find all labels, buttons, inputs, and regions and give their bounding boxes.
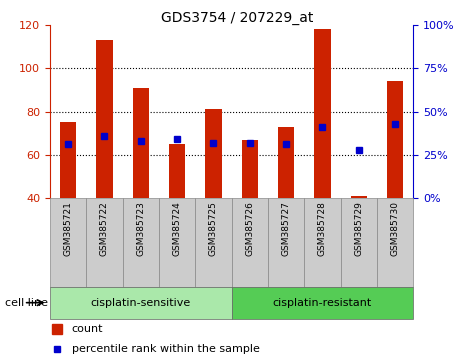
Text: GSM385726: GSM385726 (245, 201, 254, 256)
Text: GSM385728: GSM385728 (318, 201, 327, 256)
Text: cisplatin-sensitive: cisplatin-sensitive (91, 298, 191, 308)
Bar (133, 88, 149, 198)
Text: GSM385724: GSM385724 (172, 201, 181, 256)
Text: GSM385730: GSM385730 (390, 201, 399, 256)
Text: GSM385721: GSM385721 (64, 201, 73, 256)
Text: GSM385727: GSM385727 (282, 201, 291, 256)
Bar (232, 287, 413, 319)
Text: GSM385722: GSM385722 (100, 201, 109, 256)
Bar (242, 140, 258, 198)
Text: count: count (72, 324, 103, 334)
Bar (159, 198, 195, 287)
Bar (50, 198, 86, 287)
Bar (50, 287, 232, 319)
Bar (232, 198, 268, 287)
Text: percentile rank within the sample: percentile rank within the sample (72, 344, 259, 354)
Text: GSM385723: GSM385723 (136, 201, 145, 256)
Bar (351, 196, 367, 198)
Bar (205, 109, 221, 198)
Bar (96, 40, 113, 198)
Bar (169, 144, 185, 198)
Bar (268, 198, 304, 287)
Bar (86, 198, 123, 287)
Bar (123, 198, 159, 287)
Bar (304, 198, 341, 287)
Text: GSM385729: GSM385729 (354, 201, 363, 256)
Bar (341, 198, 377, 287)
Text: cisplatin-resistant: cisplatin-resistant (273, 298, 372, 308)
Bar (195, 198, 232, 287)
Text: GDS3754 / 207229_at: GDS3754 / 207229_at (162, 11, 314, 25)
Bar (314, 29, 331, 198)
Bar (278, 127, 294, 198)
Bar (377, 198, 413, 287)
Text: cell line: cell line (5, 298, 48, 308)
Text: GSM385725: GSM385725 (209, 201, 218, 256)
Bar (387, 81, 403, 198)
Bar (60, 122, 76, 198)
